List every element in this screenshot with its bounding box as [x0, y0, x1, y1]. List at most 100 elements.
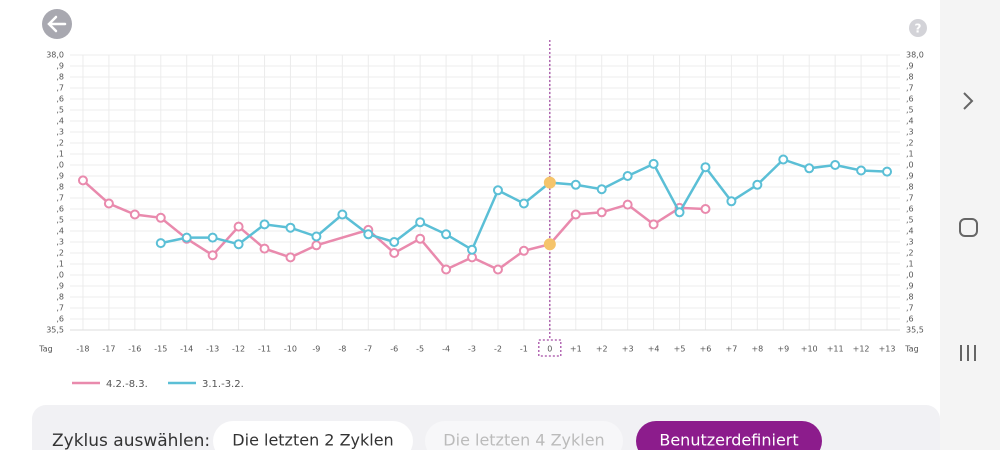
data-point [259, 243, 270, 254]
y-tick-label: ,8 [906, 293, 914, 302]
legend-label: 4.2.-8.3. [106, 379, 148, 390]
data-point [700, 162, 711, 173]
y-tick-label: ,9 [906, 172, 914, 181]
data-point [596, 207, 607, 218]
x-axis-label: Tag [38, 345, 53, 354]
data-point [363, 229, 374, 240]
back-button[interactable] [42, 9, 72, 39]
y-tick-label: ,4 [906, 227, 914, 236]
x-tick-label: -4 [442, 345, 450, 354]
x-tick-label: -5 [416, 345, 424, 354]
x-tick-label: +4 [648, 345, 660, 354]
x-axis-label: Tag [904, 345, 919, 354]
y-tick-label: ,8 [906, 73, 914, 82]
x-tick-label: -6 [390, 345, 398, 354]
y-tick-label: ,8 [56, 293, 64, 302]
y-tick-label: ,5 [906, 216, 914, 225]
data-point [622, 199, 633, 210]
data-point [233, 239, 244, 250]
option-label[interactable]: Benutzerdefiniert [659, 431, 798, 450]
data-point [129, 209, 140, 220]
marker-box [538, 339, 562, 357]
x-tick-label: +11 [827, 345, 844, 354]
help-button[interactable]: ? [909, 19, 927, 37]
y-tick-label: ,6 [906, 205, 914, 214]
y-tick-label: ,7 [56, 84, 64, 93]
x-tick-label: +13 [879, 345, 896, 354]
y-tick-label: ,4 [56, 227, 64, 236]
x-tick-label: -8 [338, 345, 346, 354]
data-point [415, 217, 426, 228]
x-tick-label: +12 [853, 345, 870, 354]
y-tick-label: ,3 [56, 238, 64, 247]
y-tick-label: ,6 [56, 315, 64, 324]
data-point [285, 222, 296, 233]
data-point [337, 209, 348, 220]
y-tick-label: 35,5 [46, 326, 64, 335]
selector-label: Zyklus auswählen: [52, 431, 210, 450]
y-tick-label: ,4 [906, 117, 914, 126]
y-tick-label: 35,5 [906, 326, 924, 335]
y-tick-label: ,6 [906, 95, 914, 104]
x-tick-label: -15 [154, 345, 167, 354]
y-tick-label: ,9 [56, 62, 64, 71]
data-point [570, 179, 581, 190]
y-tick-label: 38,0 [46, 51, 64, 60]
y-tick-label: ,7 [56, 194, 64, 203]
data-point [155, 212, 166, 223]
y-tick-label: ,0 [906, 161, 914, 170]
data-point [311, 231, 322, 242]
y-tick-label: ,7 [906, 194, 914, 203]
data-point [752, 179, 763, 190]
option-button[interactable] [425, 421, 623, 450]
x-tick-label: +2 [596, 345, 608, 354]
data-point [259, 219, 270, 230]
option-button[interactable] [213, 421, 413, 450]
option-button-active[interactable] [636, 421, 822, 450]
option-label[interactable]: Die letzten 4 Zyklen [443, 431, 604, 450]
data-point [856, 165, 867, 176]
y-tick-label: ,9 [56, 282, 64, 291]
data-point [518, 198, 529, 209]
option-label[interactable]: Die letzten 2 Zyklen [232, 431, 393, 450]
data-point [804, 163, 815, 174]
y-tick-label: ,0 [56, 271, 64, 280]
x-tick-label: -14 [180, 345, 193, 354]
x-tick-label: -2 [494, 345, 502, 354]
data-point [596, 184, 607, 195]
data-point [155, 238, 166, 249]
data-point [543, 238, 556, 251]
nav-back[interactable] [963, 92, 974, 110]
y-tick-label: ,3 [56, 128, 64, 137]
data-point [518, 245, 529, 256]
y-tick-label: ,8 [906, 183, 914, 192]
y-tick-label: 38,0 [906, 51, 924, 60]
x-tick-label: +5 [674, 345, 686, 354]
data-point [726, 196, 737, 207]
data-point [830, 160, 841, 170]
y-tick-label: ,2 [906, 139, 914, 148]
y-tick-label: ,1 [906, 260, 914, 269]
x-tick-label: +8 [751, 345, 763, 354]
data-point [389, 248, 400, 258]
y-tick-label: ,6 [56, 95, 64, 104]
nav-recent[interactable] [960, 345, 976, 361]
data-point [622, 171, 633, 181]
nav-home[interactable] [959, 218, 978, 237]
x-tick-label: -18 [76, 345, 89, 354]
data-point [492, 185, 503, 196]
y-tick-label: ,7 [906, 304, 914, 313]
y-tick-label: ,5 [56, 106, 64, 115]
y-tick-label: ,1 [56, 150, 64, 159]
legend-label: 3.1.-3.2. [202, 379, 244, 390]
x-tick-label: -17 [102, 345, 115, 354]
help-icon[interactable]: ? [915, 22, 922, 36]
y-tick-label: ,9 [906, 62, 914, 71]
y-tick-label: ,0 [56, 161, 64, 170]
x-tick-label: -13 [206, 345, 219, 354]
y-tick-label: ,1 [906, 150, 914, 159]
x-tick-label: +6 [700, 345, 712, 354]
data-point [389, 237, 400, 247]
data-point [778, 154, 789, 165]
